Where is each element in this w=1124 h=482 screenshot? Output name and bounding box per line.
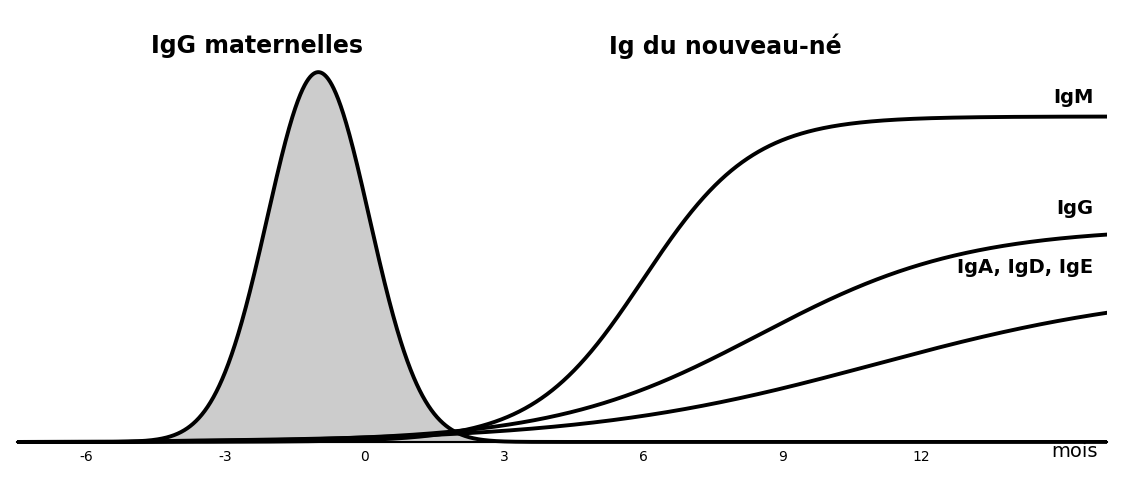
Text: IgG: IgG <box>1057 199 1094 218</box>
Text: IgA, IgD, IgE: IgA, IgD, IgE <box>958 258 1094 277</box>
Text: Ig du nouveau-né: Ig du nouveau-né <box>609 34 842 59</box>
Text: IgM: IgM <box>1053 88 1094 107</box>
Text: IgG maternelles: IgG maternelles <box>151 34 363 58</box>
Text: mois: mois <box>1052 442 1098 461</box>
